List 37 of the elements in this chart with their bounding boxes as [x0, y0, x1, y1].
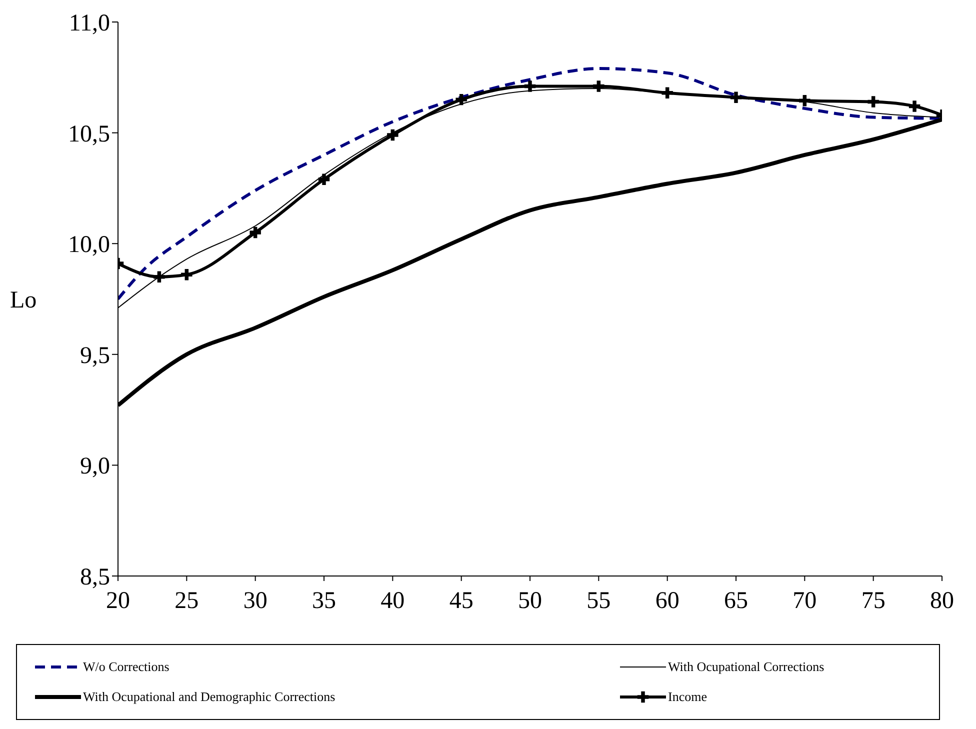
x-tick-label: 50 — [518, 588, 542, 614]
y-tick-label: 11,0 — [68, 10, 110, 37]
x-tick-label: 70 — [792, 588, 817, 614]
legend-label: Income — [668, 689, 707, 705]
x-tick-label: 65 — [724, 588, 748, 614]
point — [799, 95, 810, 106]
x-tick-label: 75 — [861, 588, 886, 614]
y-tick-label: 8,5 — [80, 564, 110, 591]
point — [662, 87, 673, 99]
point — [908, 100, 920, 112]
x-tick-label: 30 — [243, 588, 268, 614]
point — [154, 271, 165, 282]
x-tick-label: 45 — [449, 588, 474, 614]
y-tick-label: 9,0 — [80, 454, 110, 480]
y-tick-label: 10,0 — [68, 232, 110, 258]
point — [524, 80, 536, 92]
x-tick-label: 25 — [174, 588, 199, 614]
x-tick-label: 35 — [312, 588, 336, 614]
x-tick-label: 80 — [930, 588, 954, 614]
legend-label: With Ocupational Corrections — [668, 659, 824, 675]
y-tick-label: 10,5 — [68, 121, 110, 148]
point — [456, 94, 467, 106]
legend-label: W/o Corrections — [83, 659, 170, 675]
point — [730, 92, 742, 103]
legend-label: With Ocupational and Demographic Corrections — [83, 689, 336, 705]
point — [593, 80, 604, 92]
point — [387, 129, 398, 141]
y-axis-title: Lo — [10, 288, 37, 314]
point — [868, 96, 879, 108]
x-tick-label: 40 — [380, 588, 405, 614]
x-tick-label: 20 — [106, 588, 130, 614]
y-tick-label: 9,5 — [80, 342, 110, 369]
point — [318, 174, 330, 185]
x-tick-label: 55 — [586, 588, 611, 614]
x-tick-label: 60 — [655, 588, 680, 614]
point — [181, 269, 192, 280]
point — [250, 226, 261, 238]
